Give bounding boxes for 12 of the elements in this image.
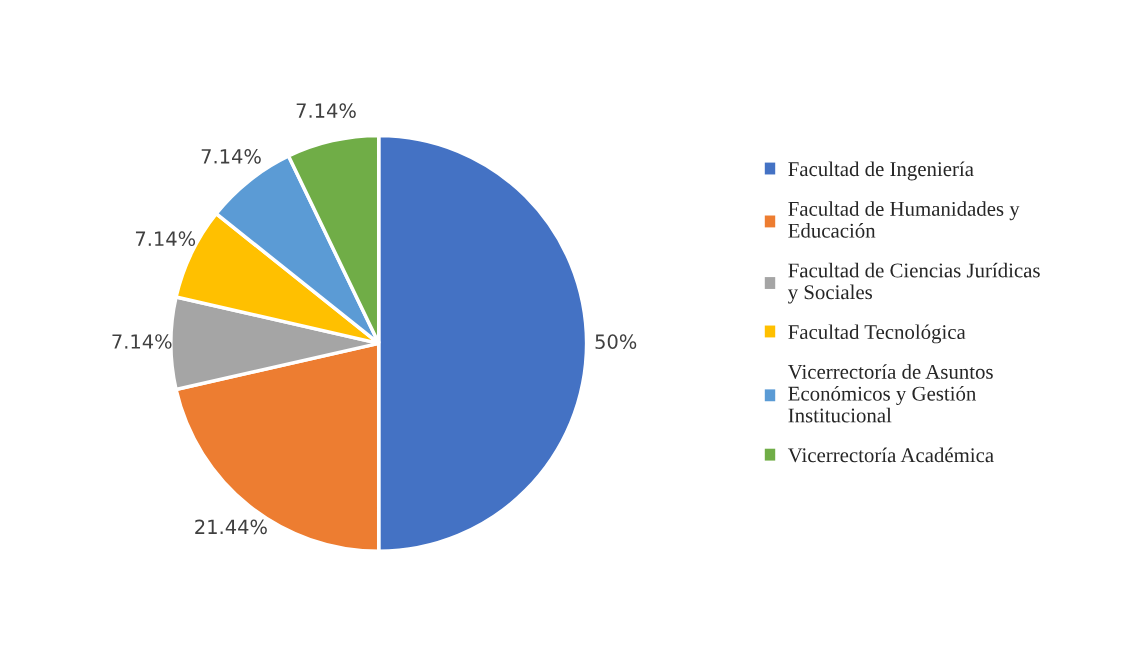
data-label: 50% (595, 334, 637, 349)
data-label: 7.14% (201, 148, 261, 164)
legend-label: Vicerrectoría Académica (787, 447, 994, 463)
data-label: 21.44% (195, 519, 267, 535)
legend-label: Vicerrectoría de Asuntos Económicos y Gestión Institucional (787, 364, 993, 423)
legend-label: Facultad de Ingeniería (788, 161, 974, 181)
data-label: 7.14% (112, 334, 172, 349)
data-label: 7.14% (296, 103, 356, 118)
data-label: 7.14% (135, 231, 196, 247)
legend-label: Facultad de Ciencias Jurídicas y Sociales (787, 262, 1040, 304)
legend-label: Facultad de Humanidades y Educación (788, 201, 1020, 238)
legend-label: Facultad Tecnológica (788, 324, 966, 344)
